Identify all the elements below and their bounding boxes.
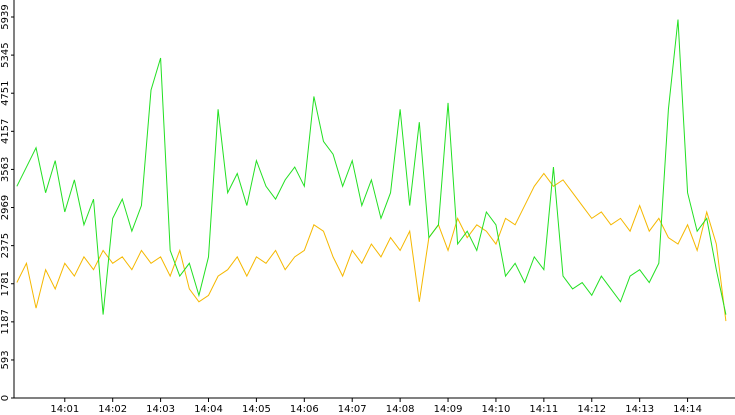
series-line <box>16 172 727 322</box>
y-tick-label: 2969 <box>0 195 11 220</box>
x-tick-label: 14:14 <box>673 404 702 415</box>
x-tick-label: 14:01 <box>50 404 79 415</box>
y-tick-label: 5345 <box>0 42 11 67</box>
x-tick-label: 14:09 <box>434 404 463 415</box>
x-tick-label: 14:08 <box>386 404 415 415</box>
x-tick-label: 14:06 <box>290 404 319 415</box>
x-tick-label: 14:11 <box>529 404 558 415</box>
series-line <box>16 19 727 315</box>
y-tick-label: 2375 <box>0 233 11 258</box>
y-tick-label: 593 <box>0 350 11 369</box>
y-tick-label: 0 <box>0 395 11 401</box>
y-tick-label: 3563 <box>0 157 11 182</box>
y-tick-label: 4157 <box>0 119 11 144</box>
x-tick-label: 14:07 <box>338 404 367 415</box>
x-tick-label: 14:02 <box>98 404 127 415</box>
y-tick-label: 1781 <box>0 271 11 296</box>
y-tick-label: 5939 <box>0 4 11 29</box>
y-tick-label: 4751 <box>0 80 11 105</box>
x-tick-label: 14:10 <box>482 404 511 415</box>
x-tick-label: 14:13 <box>625 404 654 415</box>
x-tick-label: 14:12 <box>577 404 606 415</box>
x-tick-label: 14:03 <box>146 404 175 415</box>
x-tick-label: 14:05 <box>242 404 271 415</box>
x-tick-label: 14:04 <box>194 404 223 415</box>
y-tick-label: 1187 <box>0 309 11 334</box>
